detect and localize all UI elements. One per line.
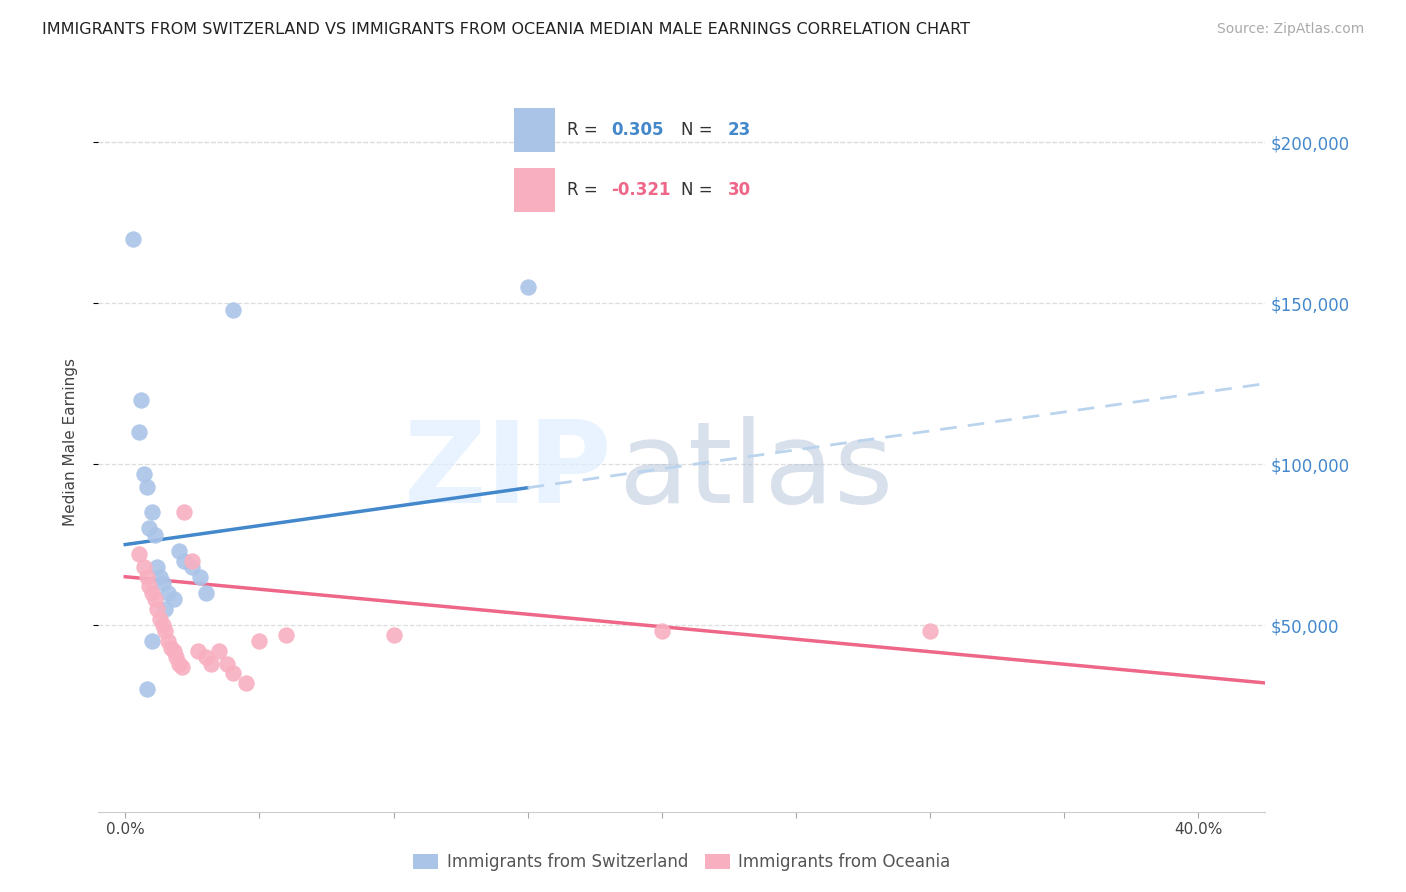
Point bbox=[194, 586, 217, 600]
Text: atlas: atlas bbox=[617, 416, 893, 526]
Point bbox=[143, 528, 166, 542]
Point bbox=[135, 570, 157, 584]
Point bbox=[152, 576, 174, 591]
Point bbox=[131, 392, 153, 407]
Point bbox=[143, 592, 166, 607]
Point bbox=[141, 505, 163, 519]
Text: IMMIGRANTS FROM SWITZERLAND VS IMMIGRANTS FROM OCEANIA MEDIAN MALE EARNINGS CORR: IMMIGRANTS FROM SWITZERLAND VS IMMIGRANT… bbox=[42, 22, 970, 37]
Text: ZIP: ZIP bbox=[404, 416, 612, 526]
Point bbox=[247, 634, 270, 648]
Point bbox=[128, 547, 150, 561]
Y-axis label: Median Male Earnings: Median Male Earnings bbox=[63, 358, 77, 525]
Point bbox=[132, 467, 155, 481]
Text: Source: ZipAtlas.com: Source: ZipAtlas.com bbox=[1216, 22, 1364, 37]
Point bbox=[173, 554, 195, 568]
Point bbox=[128, 425, 150, 439]
Point bbox=[157, 586, 180, 600]
Point bbox=[276, 628, 298, 642]
Point bbox=[132, 560, 155, 574]
Point bbox=[146, 602, 169, 616]
Point bbox=[152, 618, 174, 632]
Point bbox=[516, 280, 538, 294]
Point bbox=[157, 634, 180, 648]
Point bbox=[149, 570, 172, 584]
Point bbox=[221, 302, 243, 317]
Point bbox=[217, 657, 239, 671]
Point bbox=[208, 644, 231, 658]
Point bbox=[190, 570, 212, 584]
Point bbox=[138, 521, 160, 535]
Legend: Immigrants from Switzerland, Immigrants from Oceania: Immigrants from Switzerland, Immigrants … bbox=[406, 847, 957, 878]
Point bbox=[135, 682, 157, 697]
Point bbox=[165, 650, 187, 665]
Point bbox=[167, 544, 190, 558]
Point bbox=[141, 634, 163, 648]
Point bbox=[167, 657, 190, 671]
Point bbox=[170, 660, 193, 674]
Point bbox=[141, 586, 163, 600]
Point bbox=[200, 657, 222, 671]
Point bbox=[181, 554, 204, 568]
Point bbox=[173, 505, 195, 519]
Point bbox=[146, 560, 169, 574]
Point bbox=[149, 611, 172, 625]
Point bbox=[181, 560, 204, 574]
Point bbox=[918, 624, 941, 639]
Point bbox=[235, 676, 257, 690]
Point bbox=[155, 602, 177, 616]
Point bbox=[382, 628, 405, 642]
Point bbox=[162, 592, 184, 607]
Point bbox=[122, 232, 145, 246]
Point bbox=[187, 644, 209, 658]
Point bbox=[135, 480, 157, 494]
Point bbox=[651, 624, 673, 639]
Point bbox=[221, 666, 243, 681]
Point bbox=[155, 624, 177, 639]
Point bbox=[194, 650, 217, 665]
Point bbox=[138, 579, 160, 593]
Point bbox=[162, 644, 184, 658]
Point bbox=[160, 640, 183, 655]
